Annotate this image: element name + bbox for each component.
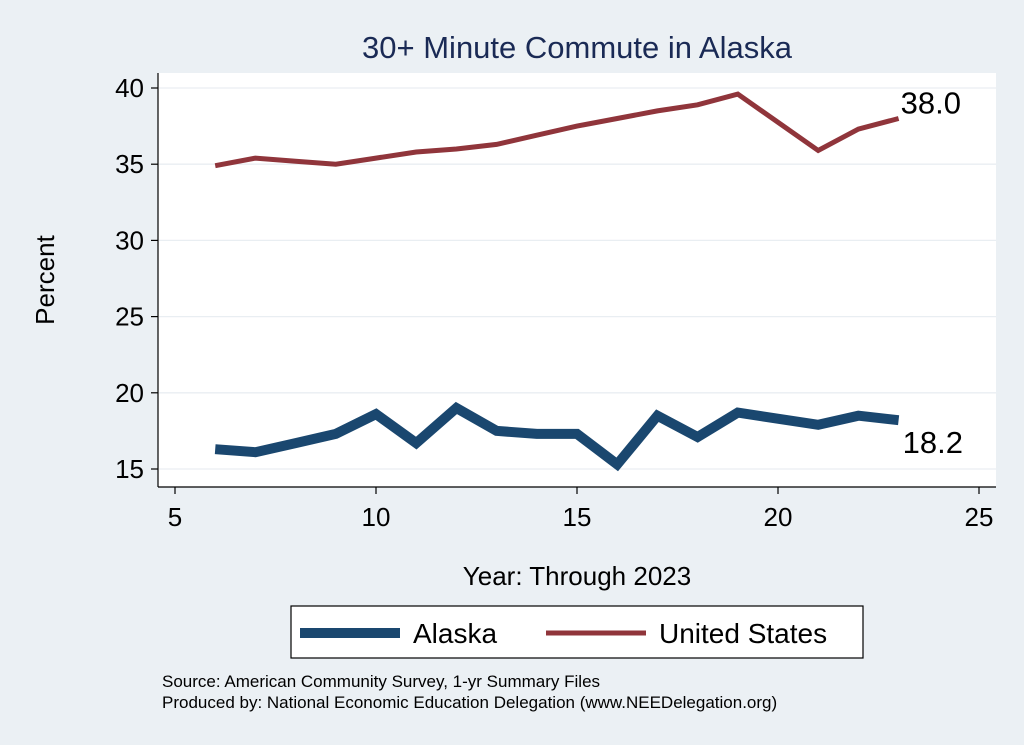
x-axis-ticks: 5 10 15 20 25	[168, 487, 994, 532]
series-line-alaska	[214, 401, 900, 472]
x-tick-label-5: 5	[168, 502, 182, 532]
x-tick-label-20: 20	[764, 502, 793, 532]
y-tick-label-25: 25	[115, 302, 144, 332]
y-tick-label-30: 30	[115, 225, 144, 255]
y-axis-ticks: 15 20 25 30 35 40	[115, 73, 158, 484]
end-label-united-states: 38.0	[901, 85, 961, 120]
x-tick-label-15: 15	[563, 502, 592, 532]
chart-title: 30+ Minute Commute in Alaska	[362, 30, 793, 65]
end-labels: 18.2 38.0	[901, 85, 963, 460]
x-tick-label-25: 25	[965, 502, 994, 532]
y-tick-label-35: 35	[115, 149, 144, 179]
legend-label-united-states: United States	[659, 618, 827, 649]
series-lines	[214, 91, 900, 472]
legend-label-alaska: Alaska	[413, 618, 497, 649]
produced-by-note: Produced by: National Economic Education…	[162, 693, 777, 712]
legend: Alaska United States	[290, 605, 864, 659]
x-tick-label-10: 10	[362, 502, 391, 532]
gridlines	[159, 87, 996, 470]
plot-area	[158, 73, 996, 487]
x-axis-label: Year: Through 2023	[463, 561, 691, 591]
end-label-alaska: 18.2	[903, 425, 963, 460]
y-tick-label-20: 20	[115, 378, 144, 408]
y-tick-label-40: 40	[115, 73, 144, 103]
y-axis-label: Percent	[30, 234, 60, 324]
source-note: Source: American Community Survey, 1-yr …	[162, 672, 600, 691]
y-tick-label-15: 15	[115, 454, 144, 484]
series-line-united-states	[214, 91, 900, 169]
